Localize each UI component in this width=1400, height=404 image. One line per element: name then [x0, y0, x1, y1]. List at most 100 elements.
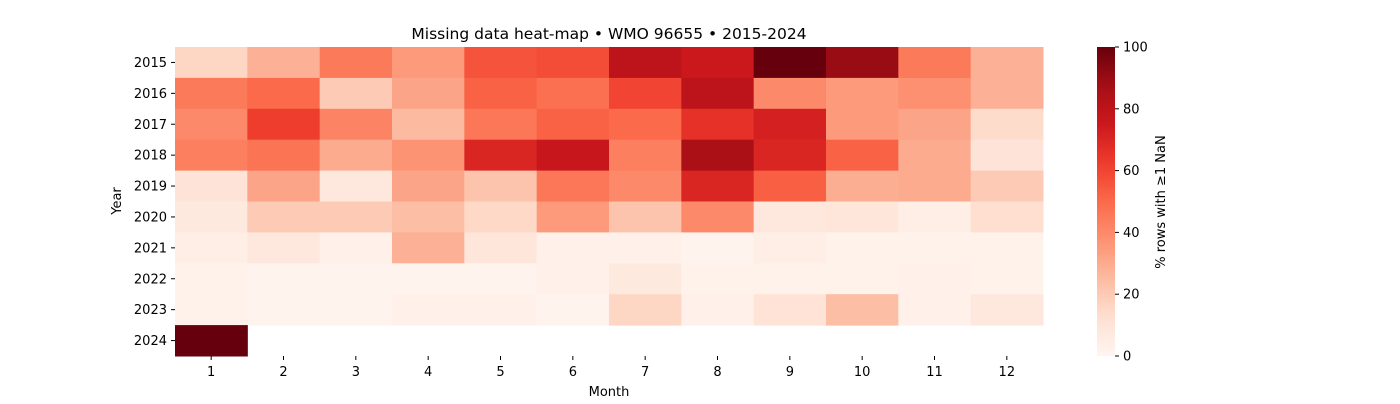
- heatmap-cell: [247, 294, 321, 326]
- heatmap-cell: [609, 294, 682, 326]
- heatmap-cell: [753, 232, 827, 264]
- heatmap-cell: [609, 263, 682, 295]
- heatmap-cell: [826, 108, 899, 141]
- heatmap-cell: [247, 77, 321, 110]
- heatmap-cell: [536, 139, 610, 172]
- heatmap-cell: [681, 263, 755, 295]
- heatmap-cell: [609, 108, 682, 141]
- heatmap-cell: [970, 263, 1044, 295]
- heatmap-cell: [826, 232, 899, 264]
- heatmap-cell: [898, 47, 972, 79]
- heatmap-cell: [175, 77, 248, 110]
- y-tick-label: 2023: [134, 303, 167, 318]
- heatmap-cell: [898, 139, 972, 172]
- heatmap-cell: [392, 232, 465, 264]
- heatmap-cell: [536, 77, 610, 110]
- heatmap-cell: [609, 170, 682, 202]
- heatmap-cell: [175, 108, 248, 141]
- heatmap-cell: [536, 108, 610, 141]
- colorbar-ticks: 0 20 40 60 80 100: [1115, 41, 1148, 365]
- heatmap-cell: [609, 232, 682, 264]
- x-tick-label: 1: [207, 365, 215, 380]
- heatmap-cell: [536, 170, 610, 202]
- colorbar-tick-label: 40: [1123, 226, 1140, 241]
- heatmap-cell: [898, 232, 972, 264]
- heatmap-cell: [753, 263, 827, 295]
- heatmap-cell: [898, 77, 972, 110]
- y-tick-label: 2022: [134, 272, 167, 287]
- heatmap-cell: [609, 139, 682, 172]
- heatmap-cell: [247, 232, 321, 264]
- heatmap-cell: [536, 263, 610, 295]
- heatmap-cell: [247, 263, 321, 295]
- heatmap-cell: [609, 77, 682, 110]
- heatmap-cell: [753, 47, 827, 79]
- heatmap-cell: [319, 294, 393, 326]
- heatmap-cell: [826, 201, 899, 233]
- colorbar-label: % rows with ≥1 NaN: [1154, 135, 1169, 268]
- heatmap-cell: [464, 77, 538, 110]
- heatmap-cell: [826, 263, 899, 295]
- heatmap-cell: [536, 47, 610, 79]
- y-tick-label: 2018: [134, 149, 167, 164]
- x-tick-label: 11: [926, 365, 943, 380]
- heatmap-cell: [753, 201, 827, 233]
- heatmap-cell: [681, 201, 755, 233]
- heatmap-cell: [609, 201, 682, 233]
- heatmap-cell: [464, 139, 538, 172]
- heatmap-cell: [681, 294, 755, 326]
- y-tick-label: 2016: [134, 87, 167, 102]
- x-tick-label: 5: [496, 365, 504, 380]
- y-axis: 2015 2016 2017 2018 2019 2020 2021 2022 2023 2024: [134, 56, 175, 349]
- heatmap-cell: [247, 139, 321, 172]
- heatmap-cell: [753, 170, 827, 202]
- heatmap-cell: [392, 108, 465, 141]
- x-axis-label: Month: [589, 385, 630, 400]
- heatmap-cell: [898, 108, 972, 141]
- x-tick-label: 6: [569, 365, 577, 380]
- heatmap-cell: [753, 294, 827, 326]
- heatmap-cell: [753, 108, 827, 141]
- heatmap-cell: [681, 232, 755, 264]
- colorbar-tick-label: 80: [1123, 102, 1140, 117]
- heatmap-cell: [175, 170, 248, 202]
- x-tick-label: 10: [854, 365, 871, 380]
- heatmap-cell: [970, 139, 1044, 172]
- x-axis: 1 2 3 4 5 6 7 8 9 10 11 12: [207, 356, 1015, 380]
- heatmap-cell: [970, 108, 1044, 141]
- heatmap-cell: [826, 47, 899, 79]
- heatmap-cell: [319, 232, 393, 264]
- heatmap-cell: [826, 170, 899, 202]
- x-tick-label: 12: [999, 365, 1016, 380]
- heatmap-cell: [898, 170, 972, 202]
- heatmap-cell: [464, 201, 538, 233]
- heatmap-cell: [464, 263, 538, 295]
- heatmap-cell: [319, 170, 393, 202]
- heatmap-cell: [392, 139, 465, 172]
- y-tick-label: 2017: [134, 118, 167, 133]
- y-tick-label: 2015: [134, 56, 167, 71]
- y-axis-label: Year: [110, 187, 125, 216]
- heatmap-cell: [970, 201, 1044, 233]
- heatmap-cell: [826, 294, 899, 326]
- heatmap-cell: [464, 294, 538, 326]
- heatmap-cell: [392, 77, 465, 110]
- heatmap-cell: [247, 108, 321, 141]
- heatmap-cell: [175, 139, 248, 172]
- heatmap-cell: [319, 139, 393, 172]
- heatmap-cell: [247, 201, 321, 233]
- heatmap-cell: [898, 263, 972, 295]
- heatmap-cell: [175, 294, 248, 326]
- heatmap-cell: [536, 232, 610, 264]
- heatmap-cell: [392, 201, 465, 233]
- y-tick-label: 2019: [134, 180, 167, 195]
- heatmap-cell: [826, 139, 899, 172]
- heatmap-cell: [536, 201, 610, 233]
- heatmap-cell: [826, 77, 899, 110]
- heatmap-cell: [753, 77, 827, 110]
- heatmap-cell: [681, 77, 755, 110]
- chart-title: Missing data heat-map • WMO 96655 • 2015…: [411, 25, 806, 43]
- colorbar-gradient: [1097, 47, 1115, 356]
- x-tick-label: 2: [279, 365, 287, 380]
